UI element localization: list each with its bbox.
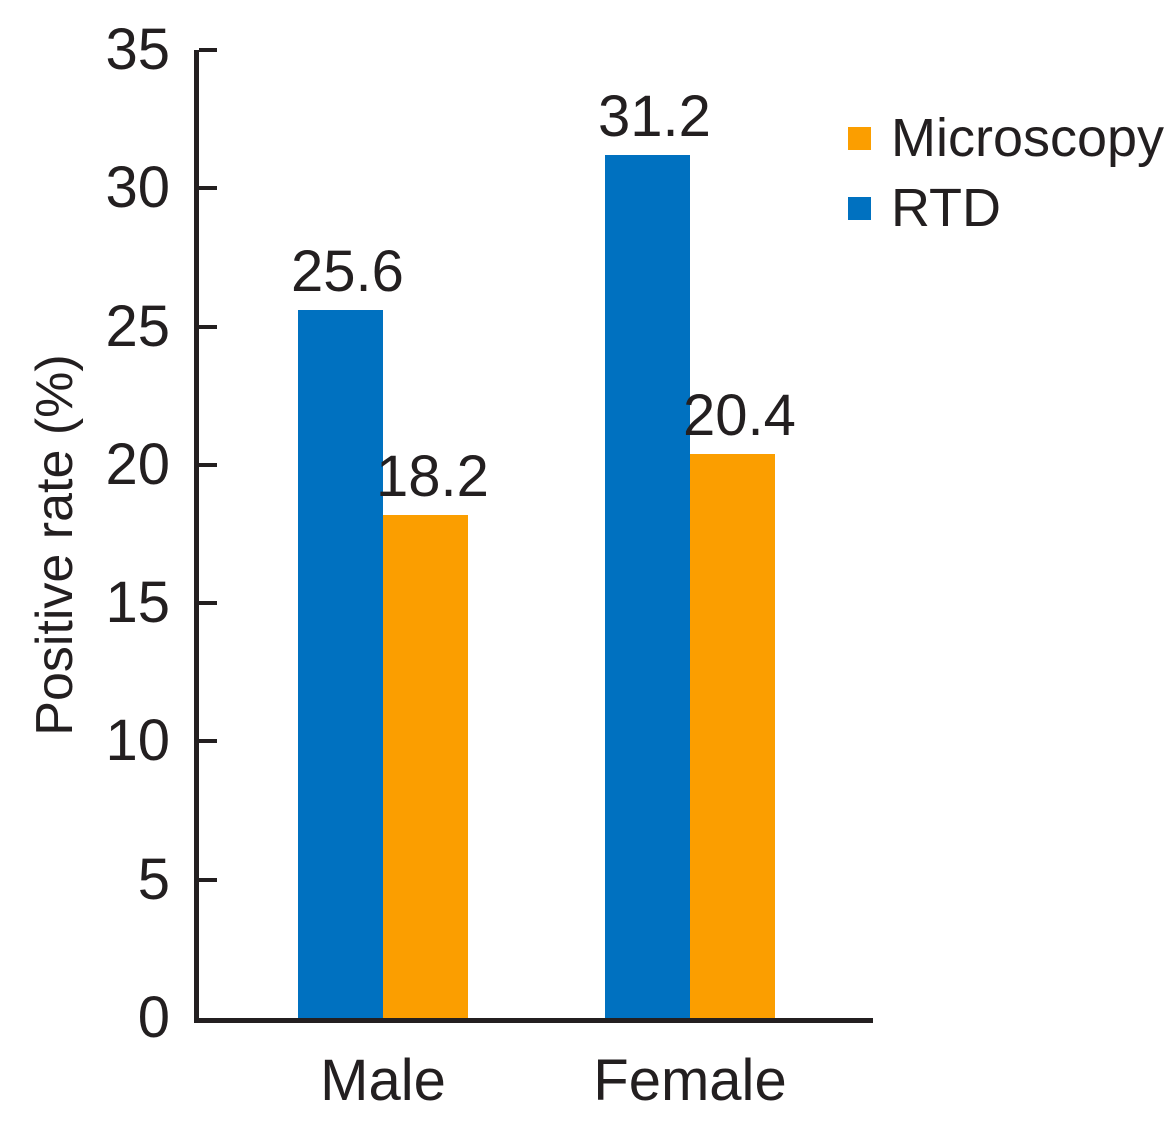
y-tick: [199, 877, 217, 882]
legend-item-microscopy: Microscopy: [848, 103, 1164, 173]
y-tick-label: 20: [105, 431, 170, 497]
y-tick-label: 15: [105, 570, 170, 636]
bar-rtd-female: [605, 155, 690, 1018]
bar-microscopy-male: [383, 514, 468, 1018]
y-axis-title: Positive rate (%): [26, 354, 84, 736]
legend-item-rtd: RTD: [848, 173, 1164, 243]
legend-label-microscopy: Microscopy: [891, 108, 1165, 168]
x-axis-line: [194, 1018, 873, 1023]
legend: Microscopy RTD: [848, 103, 1164, 243]
y-tick: [199, 601, 217, 606]
bar-rtd-male: [298, 309, 383, 1018]
y-tick-label: 30: [105, 155, 170, 221]
y-axis-line: [194, 50, 199, 1023]
y-tick-label: 0: [137, 985, 170, 1050]
value-label: 20.4: [683, 382, 796, 448]
y-tick-label: 35: [105, 17, 170, 82]
y-tick: [199, 739, 217, 744]
value-label: 25.6: [291, 238, 404, 304]
rtd-swatch-icon: [848, 196, 871, 220]
bar-microscopy-female: [690, 453, 775, 1018]
legend-label-rtd: RTD: [891, 178, 1002, 238]
microscopy-swatch-icon: [848, 126, 871, 150]
y-tick: [199, 48, 217, 52]
y-tick: [199, 324, 217, 329]
x-axis-label-female: Female: [593, 1048, 787, 1113]
y-tick: [199, 186, 217, 191]
y-tick-label: 10: [105, 708, 170, 774]
value-label: 18.2: [376, 443, 489, 509]
y-tick-label: 5: [137, 846, 170, 912]
y-tick: [199, 462, 217, 467]
y-tick-label: 25: [105, 293, 170, 359]
x-axis-label-male: Male: [320, 1048, 446, 1113]
value-label: 31.2: [598, 84, 711, 150]
